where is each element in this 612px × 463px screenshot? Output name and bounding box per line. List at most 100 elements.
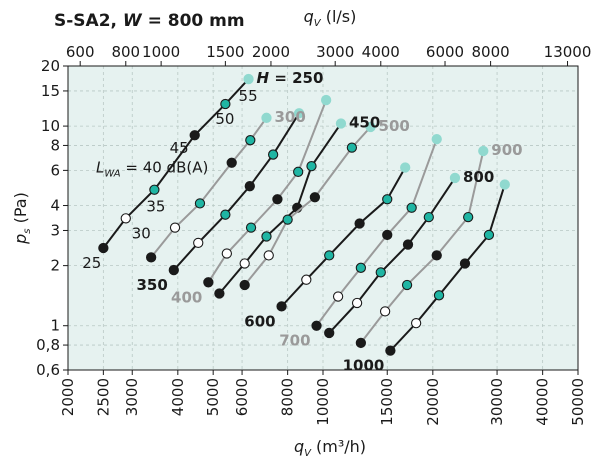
x-tick-label: 4000 xyxy=(169,378,187,416)
data-point xyxy=(293,108,305,119)
data-point xyxy=(145,252,157,263)
series-label: 450 xyxy=(349,114,380,132)
data-point xyxy=(98,242,109,254)
data-point xyxy=(189,130,200,141)
y-tick-label: 3 xyxy=(50,221,60,239)
data-point xyxy=(261,112,272,123)
x-tick-label: 3000 xyxy=(123,378,141,416)
data-point xyxy=(293,166,304,177)
data-point xyxy=(311,320,322,331)
x-tick-label: 10000 xyxy=(314,378,332,426)
chart-title: S-SA2, W = 800 mm xyxy=(54,11,245,31)
data-point xyxy=(220,98,231,110)
y-axis-title: ps (Pa) xyxy=(11,192,33,245)
data-point xyxy=(385,345,396,356)
data-point xyxy=(267,149,279,160)
series-11 xyxy=(385,179,510,356)
series-label: H = 250 xyxy=(257,69,324,87)
data-point xyxy=(306,160,317,172)
y-tick-label: 2 xyxy=(50,257,60,275)
y-tick-label: 4 xyxy=(50,197,60,215)
series-10 xyxy=(355,145,489,349)
data-point xyxy=(221,248,232,259)
lwa-label: 30 xyxy=(132,224,151,242)
x-tick-label: 2000 xyxy=(59,378,77,416)
series-label: 1000 xyxy=(343,357,385,375)
data-point xyxy=(346,142,358,153)
series-1 xyxy=(98,73,254,254)
data-point xyxy=(214,288,225,299)
x-top-tick-label: 3000 xyxy=(316,43,354,61)
data-point xyxy=(193,237,204,249)
data-point xyxy=(406,202,417,213)
data-point xyxy=(324,250,335,261)
x-top-tick-label: 600 xyxy=(66,43,95,61)
y-tick-label: 0,6 xyxy=(36,361,60,379)
data-point xyxy=(459,258,471,269)
data-point xyxy=(203,277,214,288)
data-point xyxy=(245,222,257,233)
lwa-label: 35 xyxy=(146,198,165,216)
data-point xyxy=(431,134,442,145)
series-line xyxy=(360,150,485,344)
y-tick-label: 20 xyxy=(41,57,60,75)
x-top-tick-label: 8000 xyxy=(472,43,510,61)
y-tick-label: 1 xyxy=(50,317,60,335)
data-point xyxy=(239,258,250,269)
y-tick-label: 10 xyxy=(41,117,60,135)
x-top-axis-title: qV (l/s) xyxy=(304,7,357,29)
labels: S-SA2, W = 800 mm qV (l/s) qV (m³/h) ps (Pa… xyxy=(11,7,523,459)
series-line xyxy=(315,138,438,327)
data-point xyxy=(483,229,495,241)
series-label: 300 xyxy=(274,108,305,126)
data-point xyxy=(261,231,272,242)
data-point xyxy=(263,250,274,261)
data-point xyxy=(320,94,332,106)
y-tick-label: 8 xyxy=(50,136,60,154)
data-point xyxy=(410,318,422,329)
axes: 2000 2500 3000 4000 5000 6000 8000 10000 15000 20… xyxy=(36,43,591,426)
lwa-label: 25 xyxy=(82,254,101,272)
data-point xyxy=(355,337,367,349)
data-point xyxy=(226,157,237,168)
data-point xyxy=(239,279,250,291)
data-point xyxy=(120,213,131,224)
series-line xyxy=(102,78,250,249)
data-point xyxy=(332,291,344,302)
x-axis-title: qV (m³/h) xyxy=(294,437,366,459)
data-point xyxy=(401,279,413,291)
series-line xyxy=(328,177,456,334)
data-point xyxy=(244,181,255,192)
x-top-tick-label: 1000 xyxy=(142,43,180,61)
data-point xyxy=(449,172,461,184)
data-point xyxy=(379,306,391,317)
data-point xyxy=(402,239,414,250)
series-line xyxy=(173,112,300,271)
data-point xyxy=(272,194,283,205)
lwa-label: 55 xyxy=(239,87,258,105)
x-tick-label: 50000 xyxy=(569,378,587,426)
series-label: 350 xyxy=(136,276,167,294)
series xyxy=(98,73,510,356)
series-2 xyxy=(145,112,272,263)
x-tick-label: 8000 xyxy=(279,378,297,416)
data-point xyxy=(309,192,321,203)
data-point xyxy=(433,290,445,301)
y-tick-label: 15 xyxy=(41,82,60,100)
data-point xyxy=(355,262,367,273)
data-point xyxy=(301,274,312,285)
series-3 xyxy=(168,108,305,276)
series-label: 800 xyxy=(463,168,494,186)
series-4 xyxy=(203,94,332,288)
data-point xyxy=(354,218,365,229)
lwa-label: 45 xyxy=(170,139,189,157)
data-point xyxy=(194,198,206,209)
data-point xyxy=(220,209,231,220)
x-top-tick-label: 6000 xyxy=(426,43,464,61)
x-tick-label: 30000 xyxy=(488,378,506,426)
series-line xyxy=(207,99,328,283)
x-tick-label: 2500 xyxy=(94,378,112,416)
data-point xyxy=(499,179,510,190)
y-axis-title-text: ps (Pa) xyxy=(11,192,33,245)
